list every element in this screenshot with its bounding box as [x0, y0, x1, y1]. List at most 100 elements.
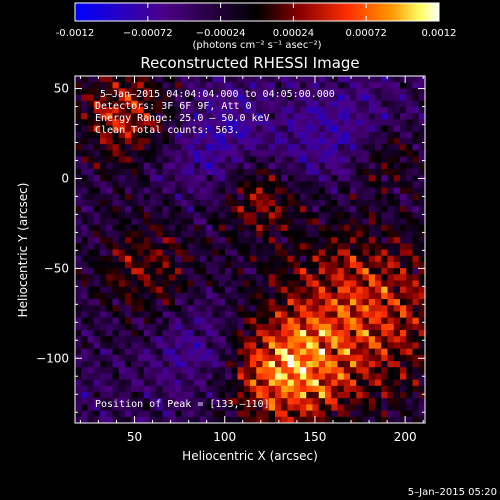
heatmap-cell [218, 193, 226, 201]
heatmap-cell [250, 181, 257, 188]
heatmap-cell [375, 218, 382, 226]
heatmap-cell [231, 286, 238, 294]
heatmap-cell [337, 385, 345, 393]
heatmap-cell [250, 373, 257, 381]
heatmap-cell [131, 249, 138, 257]
heatmap-cell [200, 261, 207, 269]
heatmap-cell [362, 286, 370, 294]
heatmap-cell [362, 237, 370, 244]
heatmap-cell [87, 416, 95, 423]
heatmap-cell [131, 230, 138, 238]
heatmap-cell [325, 348, 332, 356]
heatmap-cell [256, 193, 263, 201]
heatmap-cell [368, 119, 376, 126]
heatmap-cell [325, 373, 332, 381]
heatmap-cell [350, 187, 357, 195]
heatmap-cell [275, 230, 282, 238]
heatmap-cell [268, 162, 276, 170]
heatmap-cell [368, 317, 376, 325]
heatmap-cell [93, 342, 101, 350]
heatmap-cell [281, 305, 288, 312]
heatmap-cell [118, 416, 126, 423]
heatmap-cell [193, 361, 201, 368]
heatmap-cell [225, 243, 232, 250]
heatmap-cell [368, 255, 376, 263]
heatmap-cell [318, 144, 326, 151]
heatmap-cell [250, 305, 257, 312]
heatmap-cell [256, 187, 263, 195]
heatmap-cell [250, 367, 257, 374]
heatmap-cell [312, 361, 320, 368]
heatmap-cell [412, 100, 420, 108]
heatmap-cell [231, 299, 238, 306]
heatmap-cell [293, 106, 301, 114]
heatmap-cell [262, 323, 270, 331]
heatmap-cell [118, 299, 126, 306]
heatmap-cell [231, 404, 238, 412]
heatmap-cell [381, 404, 388, 412]
heatmap-cell [368, 416, 376, 423]
heatmap-cell [312, 249, 320, 257]
heatmap-cell [106, 379, 113, 387]
heatmap-cell [275, 354, 282, 362]
heatmap-cell [168, 404, 176, 412]
heatmap-cell [143, 237, 151, 244]
heatmap-cell [181, 336, 188, 343]
heatmap-cell [343, 348, 351, 356]
heatmap-cell [162, 336, 170, 343]
heatmap-cell [387, 168, 395, 176]
heatmap-cell [250, 187, 257, 195]
heatmap-cell [100, 119, 107, 126]
heatmap-cell [168, 137, 176, 145]
heatmap-cell [218, 392, 226, 399]
heatmap-cell [350, 317, 357, 325]
heatmap-cell [393, 410, 401, 418]
heatmap-cell [300, 305, 307, 312]
heatmap-cell [225, 212, 232, 219]
heatmap-cell [175, 299, 182, 306]
heatmap-cell [300, 106, 307, 114]
heatmap-cell [87, 218, 95, 226]
heatmap-cell [206, 249, 213, 257]
heatmap-cell [368, 379, 376, 387]
heatmap-cell [318, 168, 326, 176]
heatmap-cell [293, 404, 301, 412]
heatmap-cell [318, 392, 326, 399]
heatmap-cell [100, 100, 107, 108]
heatmap-cell [300, 311, 307, 319]
heatmap-cell [193, 261, 201, 269]
heatmap-cell [262, 193, 270, 201]
heatmap-cell [325, 137, 332, 145]
heatmap-cell [143, 156, 151, 164]
heatmap-cell [293, 94, 301, 102]
heatmap-cell [118, 342, 126, 350]
heatmap-cell [256, 416, 263, 423]
heatmap-cell [118, 175, 126, 182]
heatmap-cell [300, 212, 307, 219]
heatmap-cell [368, 311, 376, 319]
heatmap-cell [106, 125, 113, 133]
heatmap-cell [243, 286, 251, 294]
heatmap-cell [168, 305, 176, 312]
heatmap-cell [375, 168, 382, 176]
heatmap-cell [193, 311, 201, 319]
heatmap-cell [143, 230, 151, 238]
heatmap-cell [206, 175, 213, 182]
heatmap-cell [81, 230, 88, 238]
heatmap-cell [250, 193, 257, 201]
heatmap-cell [112, 82, 120, 89]
heatmap-cell [343, 119, 351, 126]
heatmap-cell [231, 249, 238, 257]
heatmap-cell [106, 354, 113, 362]
heatmap-cell [375, 416, 382, 423]
heatmap-cell [250, 292, 257, 300]
heatmap-cell [200, 131, 207, 139]
heatmap-cell [100, 379, 107, 387]
heatmap-cell [250, 175, 257, 182]
heatmap-cell [181, 88, 188, 95]
heatmap-cell [325, 175, 332, 182]
heatmap-cell [125, 131, 132, 139]
heatmap-cell [237, 150, 245, 157]
heatmap-cell [268, 261, 276, 269]
heatmap-cell [287, 162, 295, 170]
